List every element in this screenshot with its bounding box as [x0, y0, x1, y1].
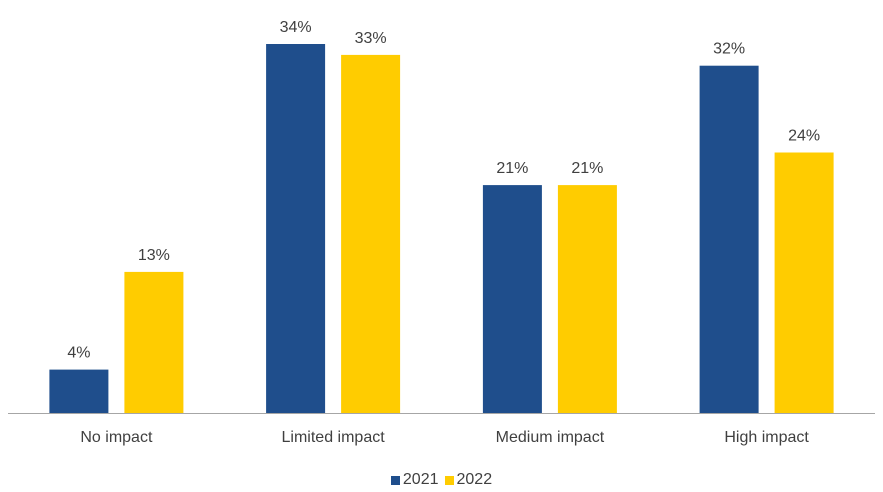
bar-2022-4: [774, 152, 834, 413]
legend-item-2021: 2021: [390, 471, 439, 489]
legend: 2021 2022: [0, 471, 883, 489]
data-label-2021-1: 4%: [67, 345, 90, 362]
legend-label-2022: 2022: [456, 471, 493, 488]
data-label-2022-1: 13%: [138, 247, 170, 264]
bar-2022-1: [124, 271, 184, 413]
category-label-1: No impact: [80, 429, 153, 446]
data-label-2022-2: 33%: [355, 30, 387, 47]
data-label-2021-2: 34%: [280, 19, 312, 36]
bar-2022-2: [341, 54, 401, 414]
bar-2021-3: [482, 185, 542, 413]
bar-2021-4: [699, 65, 759, 413]
legend-label-2021: 2021: [402, 471, 439, 488]
data-label-2022-4: 24%: [788, 128, 820, 145]
data-label-2021-4: 32%: [713, 41, 745, 58]
category-label-3: Medium impact: [496, 429, 605, 446]
category-label-2: Limited impact: [282, 429, 386, 446]
bar-2021-1: [49, 369, 109, 413]
legend-swatch-2021: [390, 475, 400, 485]
category-label-4: High impact: [724, 429, 809, 446]
legend-item-2022: 2022: [444, 471, 493, 489]
bar-2022-3: [557, 185, 617, 413]
data-label-2022-3: 21%: [571, 160, 603, 177]
legend-swatch-2022: [444, 475, 454, 485]
data-label-2021-3: 21%: [496, 160, 528, 177]
bar-2021-2: [266, 44, 326, 413]
